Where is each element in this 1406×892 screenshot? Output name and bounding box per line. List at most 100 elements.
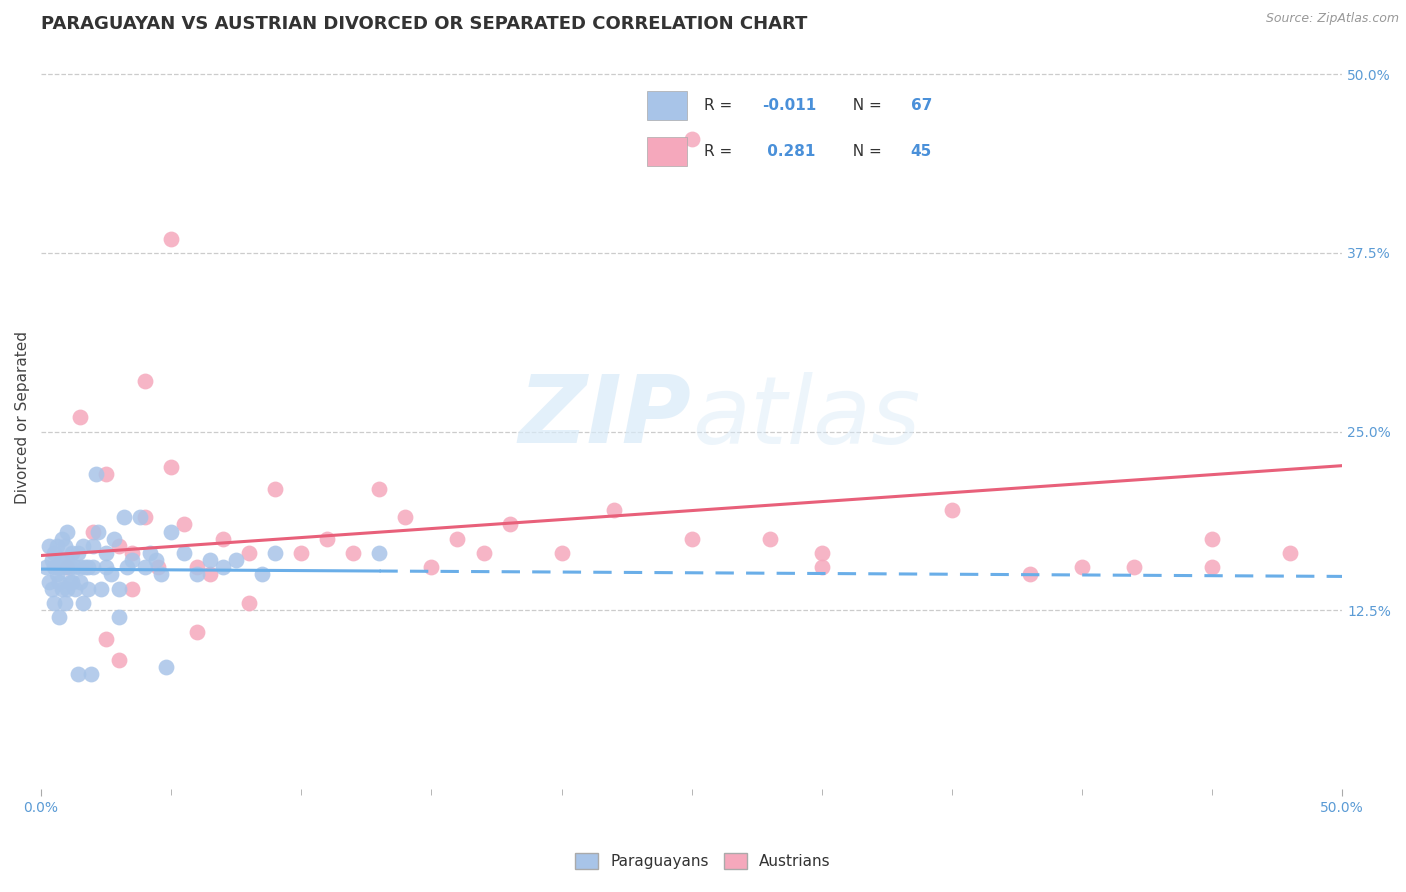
Point bbox=[96, 546, 118, 560]
Point bbox=[160, 524, 183, 539]
Point bbox=[316, 532, 339, 546]
Point bbox=[1071, 560, 1094, 574]
Point bbox=[121, 582, 143, 596]
Point bbox=[41, 553, 63, 567]
Point bbox=[108, 582, 131, 596]
Point bbox=[82, 560, 104, 574]
Point bbox=[56, 582, 79, 596]
Point bbox=[48, 574, 70, 589]
Point bbox=[160, 231, 183, 245]
Point bbox=[264, 546, 287, 560]
Point bbox=[186, 624, 208, 639]
Point bbox=[212, 532, 235, 546]
Point bbox=[66, 546, 89, 560]
Point bbox=[79, 667, 101, 681]
Point bbox=[129, 510, 152, 524]
Point bbox=[42, 596, 65, 610]
Point bbox=[35, 560, 58, 574]
Point bbox=[941, 503, 963, 517]
Point bbox=[66, 667, 89, 681]
Point bbox=[1123, 560, 1146, 574]
Point bbox=[681, 131, 703, 145]
Point bbox=[72, 539, 94, 553]
Point bbox=[48, 610, 70, 624]
Point bbox=[368, 546, 391, 560]
Point bbox=[264, 482, 287, 496]
Point bbox=[394, 510, 416, 524]
Point bbox=[38, 539, 60, 553]
Point bbox=[472, 546, 495, 560]
Point bbox=[238, 546, 260, 560]
Point bbox=[368, 482, 391, 496]
Y-axis label: Divorced or Separated: Divorced or Separated bbox=[15, 331, 30, 504]
Point bbox=[53, 596, 76, 610]
Point bbox=[810, 560, 832, 574]
Point bbox=[342, 546, 364, 560]
Point bbox=[69, 410, 91, 425]
Point bbox=[155, 660, 177, 674]
Point bbox=[134, 560, 156, 574]
Point bbox=[75, 560, 97, 574]
Point bbox=[186, 560, 208, 574]
Point bbox=[1201, 560, 1223, 574]
Point bbox=[112, 510, 135, 524]
Point bbox=[602, 503, 624, 517]
Point bbox=[96, 632, 118, 646]
Point bbox=[148, 560, 170, 574]
Point bbox=[115, 560, 138, 574]
Point bbox=[1201, 532, 1223, 546]
Text: PARAGUAYAN VS AUSTRIAN DIVORCED OR SEPARATED CORRELATION CHART: PARAGUAYAN VS AUSTRIAN DIVORCED OR SEPAR… bbox=[41, 15, 807, 33]
Point bbox=[139, 546, 162, 560]
Point bbox=[48, 560, 70, 574]
Point bbox=[252, 567, 274, 582]
Point bbox=[51, 532, 73, 546]
Point bbox=[446, 532, 468, 546]
Point bbox=[63, 582, 86, 596]
Point bbox=[134, 375, 156, 389]
Point bbox=[145, 553, 167, 567]
Point bbox=[758, 532, 780, 546]
Point bbox=[87, 524, 110, 539]
Point bbox=[550, 546, 572, 560]
Point bbox=[1279, 546, 1302, 560]
Point bbox=[90, 582, 112, 596]
Point bbox=[100, 567, 122, 582]
Point bbox=[69, 574, 91, 589]
Point bbox=[108, 610, 131, 624]
Point bbox=[59, 574, 82, 589]
Point bbox=[72, 596, 94, 610]
Point bbox=[82, 539, 104, 553]
Point bbox=[63, 560, 86, 574]
Point bbox=[160, 460, 183, 475]
Point bbox=[200, 553, 222, 567]
Legend: Paraguayans, Austrians: Paraguayans, Austrians bbox=[569, 847, 837, 875]
Point bbox=[149, 567, 172, 582]
Point bbox=[810, 546, 832, 560]
Point bbox=[56, 560, 79, 574]
Point bbox=[38, 574, 60, 589]
Point bbox=[134, 510, 156, 524]
Point bbox=[212, 560, 235, 574]
Point bbox=[82, 524, 104, 539]
Point bbox=[45, 539, 67, 553]
Point bbox=[53, 539, 76, 553]
Point bbox=[51, 553, 73, 567]
Point bbox=[77, 582, 100, 596]
Point bbox=[420, 560, 443, 574]
Point bbox=[108, 653, 131, 667]
Point bbox=[84, 467, 107, 482]
Point bbox=[42, 546, 65, 560]
Point bbox=[96, 467, 118, 482]
Point bbox=[225, 553, 247, 567]
Point bbox=[200, 567, 222, 582]
Point bbox=[121, 553, 143, 567]
Point bbox=[290, 546, 312, 560]
Point bbox=[96, 560, 118, 574]
Point bbox=[681, 532, 703, 546]
Point bbox=[45, 567, 67, 582]
Point bbox=[56, 553, 79, 567]
Point bbox=[77, 560, 100, 574]
Point bbox=[60, 546, 83, 560]
Point bbox=[42, 560, 65, 574]
Point bbox=[173, 517, 195, 532]
